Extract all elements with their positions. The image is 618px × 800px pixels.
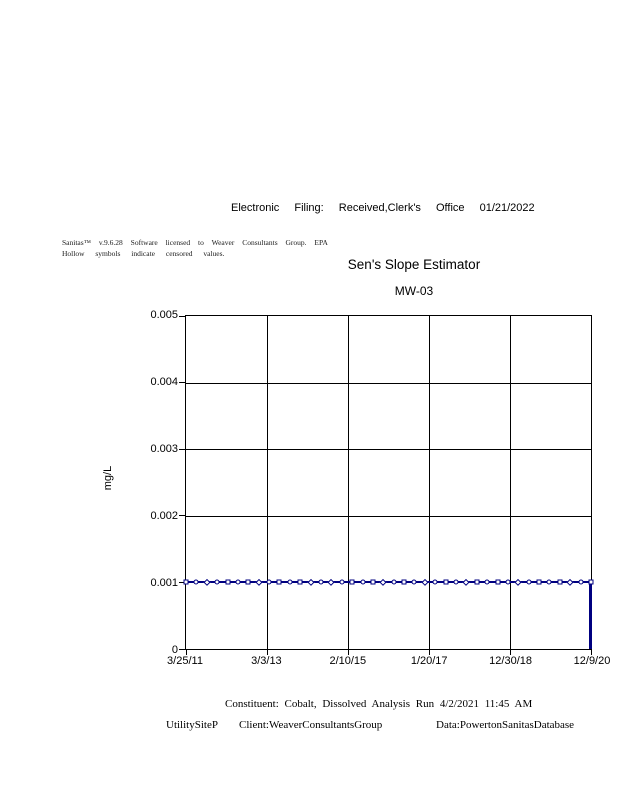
censored-sample-marker-circle [235,579,241,585]
y-axis-tick [179,315,186,317]
censored-sample-marker-diamond [203,579,210,586]
x-tick-label: 12/30/18 [489,655,533,667]
censored-sample-marker-square [495,579,501,585]
x-axis-tick-labels: 3/25/11 3/3/13 2/10/15 1/20/17 12/30/18 12/9/… [167,655,610,669]
censored-sample-marker-square [474,579,480,585]
censored-sample-marker-square [297,579,303,585]
x-axis-tick [590,649,592,655]
censored-sample-marker-square [349,579,355,585]
plot-area [179,315,594,655]
censored-sample-marker-circle [287,579,293,585]
censored-sample-marker-diamond [515,579,522,586]
censored-sample-marker-diamond [307,579,314,586]
software-license-note: Sanitas™ v.9.6.28 Software licensed to W… [62,238,328,247]
horizontal-gridline [186,515,591,517]
censored-symbols-note: Hollow symbols indicate censored values. [62,249,225,258]
x-tick-label: 3/25/11 [167,655,203,667]
vertical-gridline [510,316,511,649]
censored-sample-marker-circle [391,579,397,585]
y-axis-tick [179,648,186,650]
censored-sample-marker-diamond [421,579,429,586]
censored-sample-marker-circle [318,579,324,585]
censored-sample-marker-circle [453,579,459,585]
censored-sample-marker-circle [505,579,511,585]
horizontal-gridline [186,449,591,451]
x-axis-tick [266,649,268,655]
client-label: Client:WeaverConsultantsGroup [239,719,383,731]
y-axis-tick-labels: 0.005 0.004 0.003 0.002 0.001 0 [128,309,178,655]
site-label: UtilitySiteP [166,719,218,731]
censored-sample-marker-square [557,579,563,585]
censored-sample-marker-circle [484,579,490,585]
censored-sample-marker-circle [266,579,272,585]
censored-sample-marker-circle [411,579,417,585]
y-tick-label: 0.004 [150,375,178,388]
electronic-filing-stamp: Electronic Filing: Received,Clerk's Offi… [231,202,535,214]
vertical-gridline [429,316,430,649]
censored-sample-marker-circle [526,579,532,585]
vertical-gridline [348,316,349,649]
censored-sample-marker-square [245,579,251,585]
censored-sample-marker-circle [339,579,345,585]
censored-sample-marker-diamond [567,579,574,586]
y-tick-label: 0.002 [150,509,178,522]
censored-sample-marker-square [588,579,594,585]
censored-sample-marker-circle [360,579,366,585]
censored-sample-marker-square [225,579,231,585]
x-tick-label: 1/20/17 [410,655,448,667]
censored-sample-marker-diamond [328,579,335,586]
y-axis-tick [179,382,186,384]
vertical-gridline [267,316,268,649]
x-axis-tick [347,649,349,655]
x-tick-label: 12/9/20 [573,655,611,667]
y-tick-label: 0.003 [150,442,178,455]
horizontal-gridline [186,382,591,384]
y-tick-label: 0.005 [150,308,178,321]
censored-sample-marker-diamond [463,579,470,586]
y-tick-label: 0.001 [150,576,178,589]
censored-sample-marker-square [401,579,407,585]
censored-sample-marker-square [276,579,282,585]
censored-sample-marker-diamond [255,579,262,586]
y-axis-tick [179,515,186,517]
censored-sample-marker-circle [193,579,199,585]
chart-title: Sen's Slope Estimator [347,257,481,272]
x-tick-label: 2/10/15 [329,655,367,667]
censored-sample-marker-circle [214,579,220,585]
y-axis-tick [179,581,186,583]
censored-sample-marker-circle [546,579,552,585]
sen-slope-data-line [186,581,591,584]
censored-sample-marker-square [536,579,542,585]
chart-subtitle-well-id: MW-03 [394,284,434,298]
database-label: Data:PowertonSanitasDatabase [436,719,575,731]
x-tick-label: 3/3/13 [251,655,282,667]
y-axis-tick [179,448,186,450]
censored-sample-marker-square [370,579,376,585]
y-axis-unit-label: mg/L [102,465,115,491]
series-end-drop-line [589,582,592,649]
x-axis-tick [509,649,511,655]
censored-sample-marker-diamond [380,579,387,586]
y-tick-label: 0 [171,643,178,656]
censored-sample-marker-square [183,579,189,585]
x-axis-tick [428,649,430,655]
censored-sample-marker-circle [432,579,438,585]
constituent-analysis-line: Constituent: Cobalt, Dissolved Analysis … [225,698,533,710]
censored-sample-marker-circle [578,579,584,585]
censored-sample-marker-square [443,579,449,585]
x-axis-tick [185,649,187,655]
